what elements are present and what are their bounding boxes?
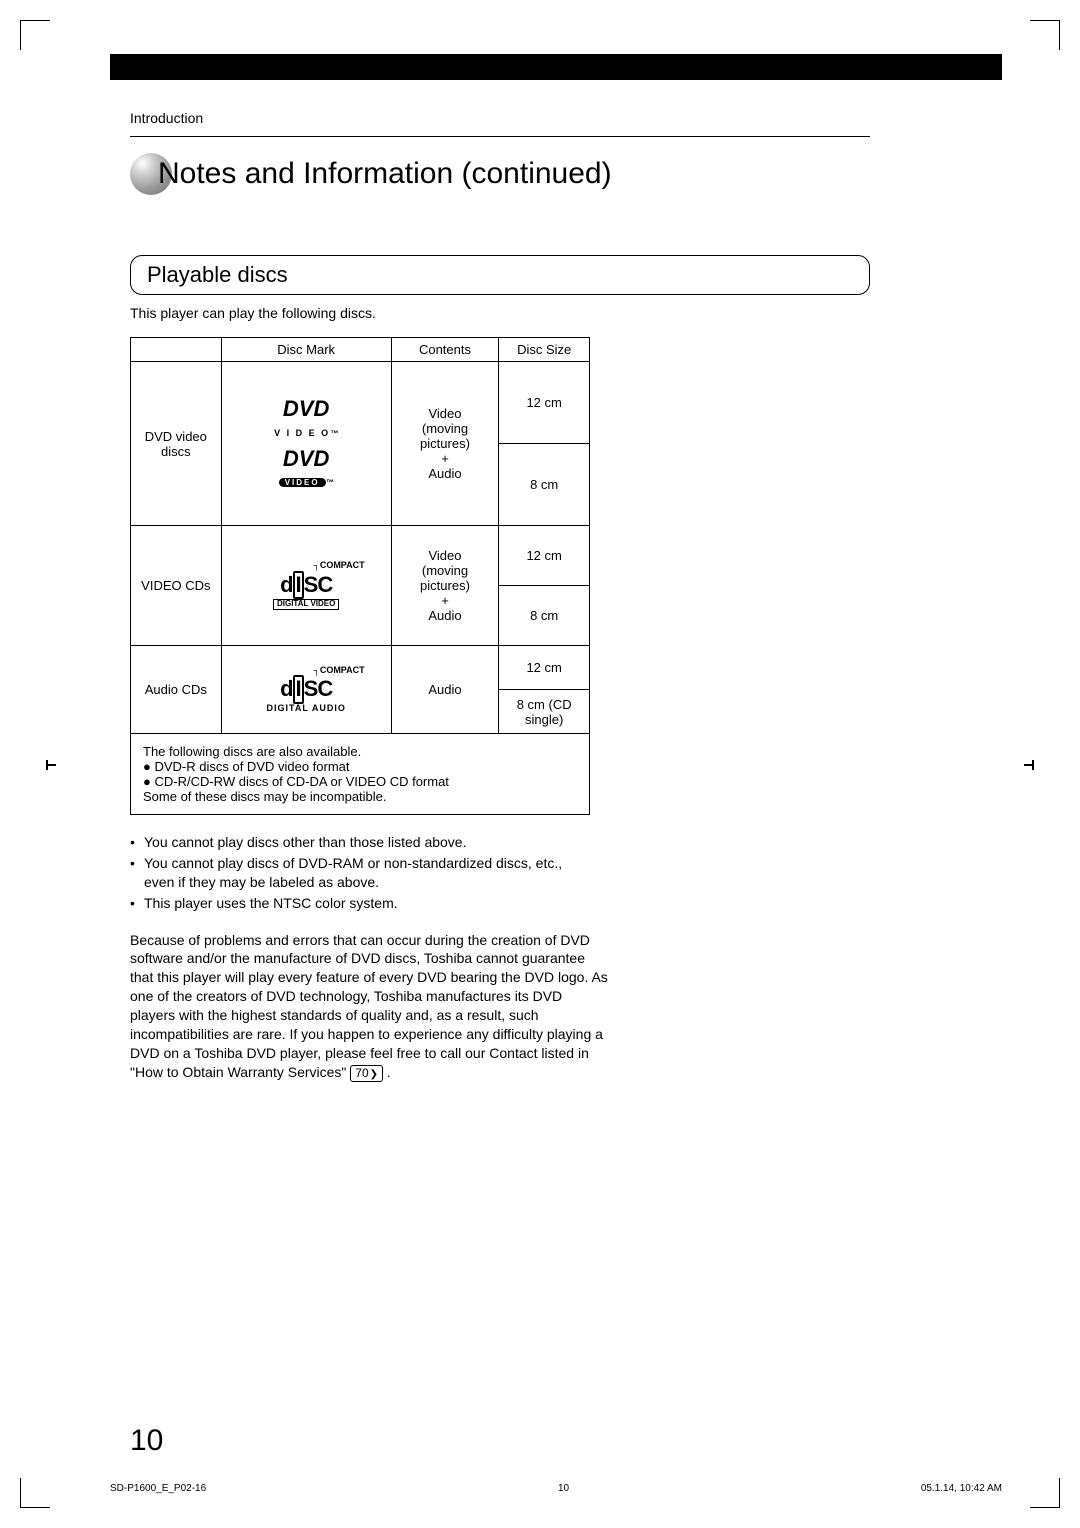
footer: SD-P1600_E_P02-16 10 05.1.14, 10:42 AM <box>110 1483 1002 1494</box>
page-title: Notes and Information (continued) <box>158 157 612 191</box>
disc-type-label: DVD video discs <box>137 429 215 459</box>
table-header <box>131 338 222 362</box>
bullet-item: You cannot play discs other than those l… <box>130 833 590 852</box>
crop-mark-bl <box>20 1478 50 1508</box>
disc-size: 8 cm <box>499 444 590 526</box>
disc-contents: Video(movingpictures)+Audio <box>391 526 499 646</box>
bullet-list: You cannot play discs other than those l… <box>130 833 590 913</box>
disc-type-label: VIDEO CDs <box>137 578 215 593</box>
disc-type-label: Audio CDs <box>137 682 215 697</box>
disc-size: 12 cm <box>499 526 590 586</box>
reg-mark <box>1032 760 1034 770</box>
disc-size: 12 cm <box>499 646 590 690</box>
section-intro: This player can play the following discs… <box>130 305 870 321</box>
crop-mark-tl <box>20 20 50 50</box>
disc-type: VIDEO CDs <box>131 526 222 646</box>
dvd-logo-icon: DVDV I D E O™ <box>274 399 338 439</box>
body-paragraph: Because of problems and errors that can … <box>130 931 610 1082</box>
footnote-text: The following discs are also available. <box>143 744 361 759</box>
section-label: Introduction <box>130 110 870 126</box>
header-bar <box>110 54 1002 80</box>
page-content: Introduction Notes and Information (cont… <box>130 110 870 1082</box>
disc-mark: ┐COMPACT dISC DIGITAL VIDEO <box>221 526 391 646</box>
bullet-item: You cannot play discs of DVD-RAM or non-… <box>130 854 590 892</box>
disc-type: DVD video discs <box>131 362 222 526</box>
section-heading: Playable discs <box>130 255 870 295</box>
vcd-logo-icon: ┐COMPACT dISC DIGITAL VIDEO <box>228 561 385 610</box>
disc-table: Disc Mark Contents Disc Size DVD video d… <box>130 337 590 815</box>
page-reference: 70 <box>350 1065 383 1082</box>
footnote-text: CD-R/CD-RW discs of CD-DA or VIDEO CD fo… <box>154 774 448 789</box>
dvd-logo-icon: DVDVIDEO™ <box>279 449 334 489</box>
page-number: 10 <box>130 1424 163 1458</box>
table-header: Disc Mark <box>221 338 391 362</box>
table-header: Disc Size <box>499 338 590 362</box>
footer-center: 10 <box>558 1483 569 1494</box>
bullet-item: This player uses the NTSC color system. <box>130 894 590 913</box>
disc-contents: Video(movingpictures)+Audio <box>391 362 499 526</box>
disc-contents: Audio <box>391 646 499 734</box>
footer-right: 05.1.14, 10:42 AM <box>921 1483 1002 1494</box>
footnote-text: DVD-R discs of DVD video format <box>154 759 349 774</box>
footer-left: SD-P1600_E_P02-16 <box>110 1483 206 1494</box>
table-footnote: The following discs are also available. … <box>131 734 590 815</box>
crop-mark-br <box>1030 1478 1060 1508</box>
disc-size: 12 cm <box>499 362 590 444</box>
reg-mark <box>46 760 48 770</box>
crop-mark-tr <box>1030 20 1060 50</box>
disc-mark: DVDV I D E O™ DVDVIDEO™ <box>221 362 391 526</box>
table-header: Contents <box>391 338 499 362</box>
disc-mark: ┐COMPACT dISC DIGITAL AUDIO <box>221 646 391 734</box>
footnote-text: Some of these discs may be incompatible. <box>143 789 387 804</box>
disc-type: Audio CDs <box>131 646 222 734</box>
disc-size: 8 cm <box>499 586 590 646</box>
body-text: Because of problems and errors that can … <box>130 932 608 1080</box>
cdda-logo-icon: ┐COMPACT dISC DIGITAL AUDIO <box>228 666 385 714</box>
disc-size: 8 cm (CD single) <box>499 690 590 734</box>
